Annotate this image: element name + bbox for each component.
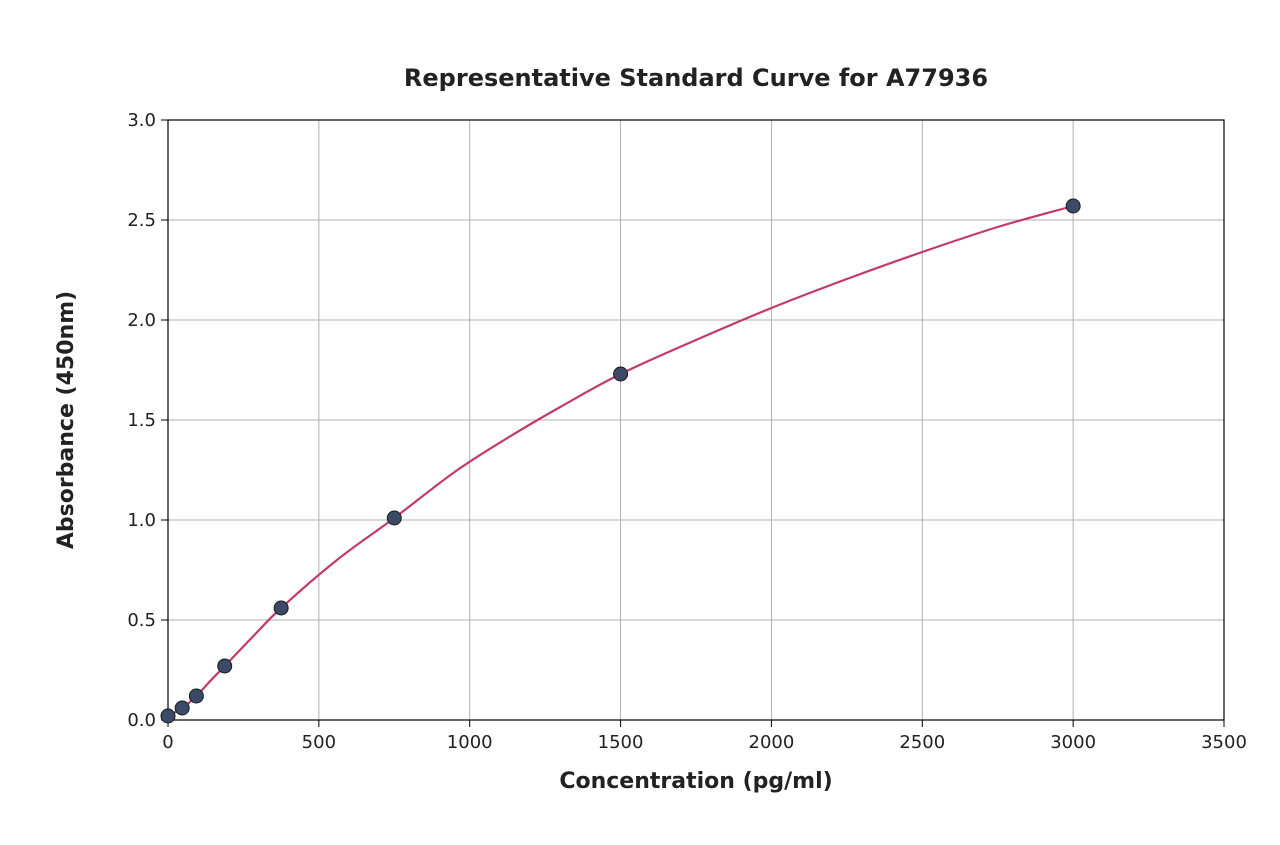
y-tick-label: 1.0 <box>127 510 156 531</box>
data-marker <box>614 367 628 381</box>
y-tick-label: 2.0 <box>127 310 156 331</box>
x-tick-label: 3500 <box>1201 732 1247 753</box>
y-tick-label: 0.0 <box>127 710 156 731</box>
data-marker <box>189 689 203 703</box>
data-marker <box>218 659 232 673</box>
x-tick-label: 3000 <box>1050 732 1096 753</box>
y-tick-label: 0.5 <box>127 610 156 631</box>
y-tick-label: 1.5 <box>127 410 156 431</box>
x-tick-label: 0 <box>162 732 173 753</box>
x-tick-label: 500 <box>302 732 336 753</box>
x-tick-label: 1000 <box>447 732 493 753</box>
data-marker <box>175 701 189 715</box>
standard-curve-chart: 0 500 1000 1500 2000 2500 3000 3500 0.0 0.5 1.0 1.5… <box>0 0 1280 845</box>
x-tick-label: 1500 <box>598 732 644 753</box>
x-axis-label: Concentration (pg/ml) <box>559 769 832 794</box>
data-marker <box>387 511 401 525</box>
data-marker <box>274 601 288 615</box>
chart-container: 0 500 1000 1500 2000 2500 3000 3500 0.0 0.5 1.0 1.5… <box>0 0 1280 845</box>
y-tick-label: 3.0 <box>127 110 156 131</box>
chart-title: Representative Standard Curve for A77936 <box>404 64 988 92</box>
data-marker <box>1066 199 1080 213</box>
y-tick-label: 2.5 <box>127 210 156 231</box>
y-axis-label: Absorbance (450nm) <box>54 291 79 549</box>
x-tick-label: 2500 <box>899 732 945 753</box>
data-marker <box>161 709 175 723</box>
plot-area: 0 500 1000 1500 2000 2500 3000 3500 0.0 0.5 1.0 1.5… <box>127 110 1247 753</box>
x-tick-label: 2000 <box>749 732 795 753</box>
